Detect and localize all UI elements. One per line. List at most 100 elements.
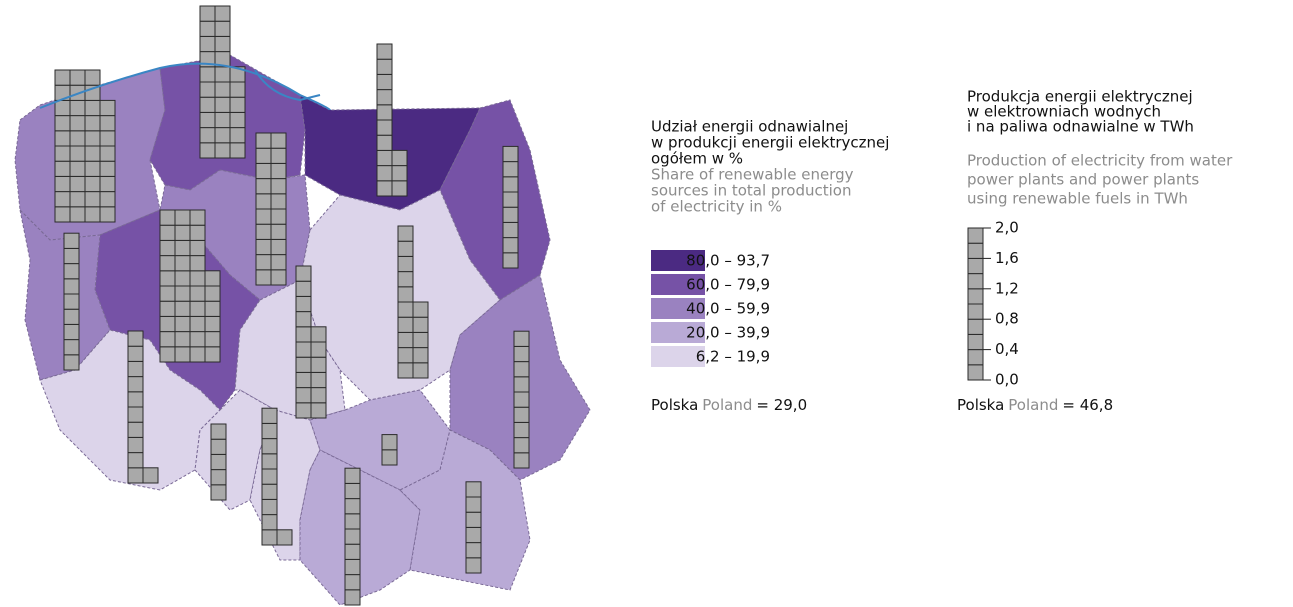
region-bar <box>54 69 116 223</box>
unit-square <box>214 35 231 53</box>
region-bar <box>376 43 408 197</box>
unit-square <box>54 130 71 147</box>
unit-square <box>270 254 287 271</box>
unit-square <box>261 438 278 455</box>
legend-subtitle: power plants and power plants <box>967 171 1199 189</box>
unit-square <box>295 371 312 389</box>
unit-square <box>967 242 984 259</box>
unit-square <box>54 99 71 117</box>
legend-subtitle: using renewable fuels in TWh <box>967 190 1188 208</box>
unit-square <box>295 295 312 313</box>
unit-square <box>199 127 216 144</box>
unit-square <box>204 315 221 333</box>
unit-square <box>84 69 101 86</box>
unit-square <box>513 345 530 363</box>
unit-square <box>513 406 530 423</box>
unit-square <box>54 191 71 208</box>
unit-square <box>214 20 231 37</box>
unit-square <box>69 130 86 147</box>
unit-square <box>255 269 272 286</box>
unit-square <box>255 208 272 225</box>
unit-square <box>214 142 231 159</box>
unit-square <box>189 224 206 241</box>
unit-square <box>84 191 101 208</box>
unit-square <box>54 175 71 193</box>
unit-square <box>189 331 206 348</box>
unit-square <box>502 206 519 223</box>
unit-square <box>127 436 144 454</box>
unit-square <box>397 271 414 288</box>
unit-square <box>261 468 278 485</box>
unit-square <box>412 331 429 349</box>
unit-square <box>63 232 80 249</box>
tick-label: 2,0 <box>995 219 1019 237</box>
unit-square <box>376 180 393 197</box>
unit-square <box>63 263 80 280</box>
unit-square <box>967 288 984 305</box>
total-pl: Polska <box>957 396 1004 414</box>
legend-title: Udział energii odnawialnej <box>651 118 848 136</box>
unit-square <box>214 66 231 83</box>
legend-subtitle: Production of electricity from water <box>967 152 1233 170</box>
unit-square <box>391 149 408 167</box>
unit-square <box>412 362 429 379</box>
unit-square <box>295 387 312 404</box>
unit-square <box>255 238 272 256</box>
legend-title: ogółem w % <box>651 150 743 168</box>
unit-square <box>465 511 482 528</box>
unit-square <box>69 99 86 117</box>
unit-square <box>967 364 984 381</box>
region-bar <box>397 225 429 379</box>
unit-square <box>270 269 287 286</box>
unit-square <box>465 526 482 544</box>
unit-square <box>376 134 393 151</box>
region-bar <box>159 209 221 363</box>
unit-square <box>63 354 80 371</box>
unit-square <box>229 66 246 83</box>
unit-square <box>127 376 144 393</box>
unit-square <box>214 127 231 144</box>
bars <box>54 5 530 606</box>
tick-label: 1,6 <box>995 249 1019 267</box>
unit-square <box>513 421 530 439</box>
region-bar <box>63 232 80 371</box>
unit-square <box>54 145 71 162</box>
unit-square <box>310 356 327 373</box>
total: Polska Poland = 29,0 <box>651 396 807 414</box>
unit-square <box>204 285 221 302</box>
unit-square <box>210 484 227 501</box>
unit-square <box>270 132 287 149</box>
unit-square <box>381 449 398 466</box>
unit-square <box>295 326 312 343</box>
unit-square <box>199 20 216 37</box>
unit-square <box>199 96 216 113</box>
legend-title: w produkcji energii elektrycznej <box>651 134 889 152</box>
unit-square <box>229 142 246 159</box>
total-en: Poland <box>1008 396 1058 414</box>
total: Polska Poland = 46,8 <box>957 396 1113 414</box>
unit-square <box>63 247 80 265</box>
unit-square <box>270 162 287 180</box>
unit-square <box>210 453 227 471</box>
unit-square <box>310 371 327 389</box>
unit-square <box>255 162 272 180</box>
tick-label: 0,8 <box>995 310 1019 328</box>
unit-square <box>84 160 101 177</box>
unit-square <box>261 498 278 516</box>
unit-square <box>502 161 519 178</box>
unit-square <box>376 165 393 182</box>
unit-square <box>174 224 191 241</box>
legend-subtitle: Share of renewable energy <box>651 166 854 184</box>
unit-square <box>255 254 272 271</box>
unit-square <box>189 346 206 363</box>
unit-square <box>344 513 361 530</box>
unit-square <box>127 406 144 423</box>
unit-square <box>159 346 176 363</box>
unit-square <box>295 265 312 282</box>
unit-square <box>84 206 101 223</box>
unit-square <box>276 529 293 546</box>
unit-square <box>391 165 408 182</box>
unit-square <box>204 300 221 317</box>
legend-title: Produkcja energii elektrycznej <box>967 88 1193 106</box>
region-bar <box>255 132 287 286</box>
